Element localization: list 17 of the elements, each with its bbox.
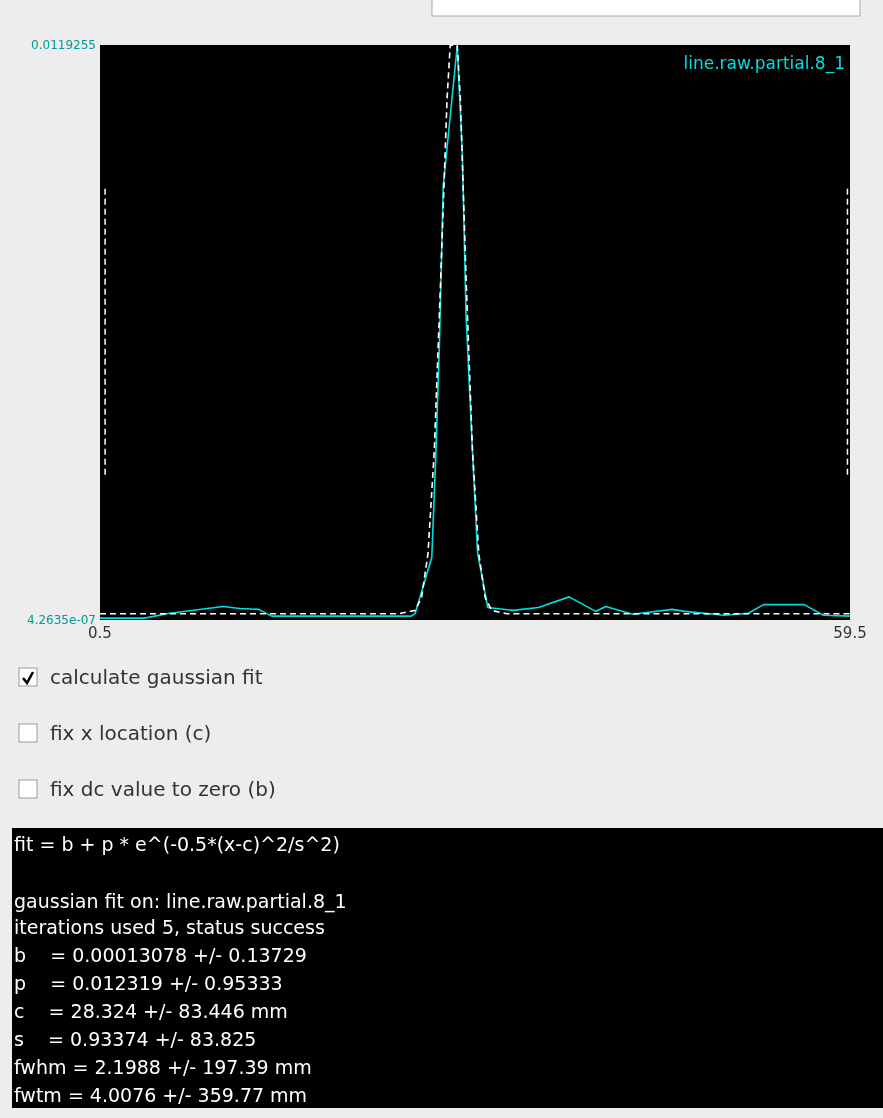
text: gaussian fit on: line.raw.partial.8_1 (14, 890, 347, 913)
text: fwhm = 2.1988 +/- 197.39 mm (14, 1056, 312, 1078)
text: p = 0.012319 +/- 0.95333 (14, 972, 283, 994)
y-tick-label: 4.2635e-07 (27, 612, 96, 627)
text: c = 28.324 +/- 83.446 mm (14, 1000, 288, 1022)
text: fwtm = 4.0076 +/- 359.77 mm (14, 1084, 308, 1106)
text: line.raw.partial.8_1 (683, 53, 845, 74)
x-tick-label: 0.5 (88, 624, 112, 642)
x-tick-label: 59.5 (833, 624, 867, 642)
text: iterations used 5, status success (14, 916, 325, 938)
text: fit = b + p * e^(-0.5*(x-c)^2/s^2) (14, 833, 340, 855)
text: calculate gaussian fit (50, 665, 263, 689)
text: fix x location (c) (50, 721, 212, 745)
text: b = 0.00013078 +/- 0.13729 (14, 944, 307, 966)
y-tick-label: 0.0119255 (31, 37, 96, 52)
text: fix dc value to zero (b) (50, 777, 276, 801)
text: s = 0.93374 +/- 83.825 (14, 1028, 257, 1050)
